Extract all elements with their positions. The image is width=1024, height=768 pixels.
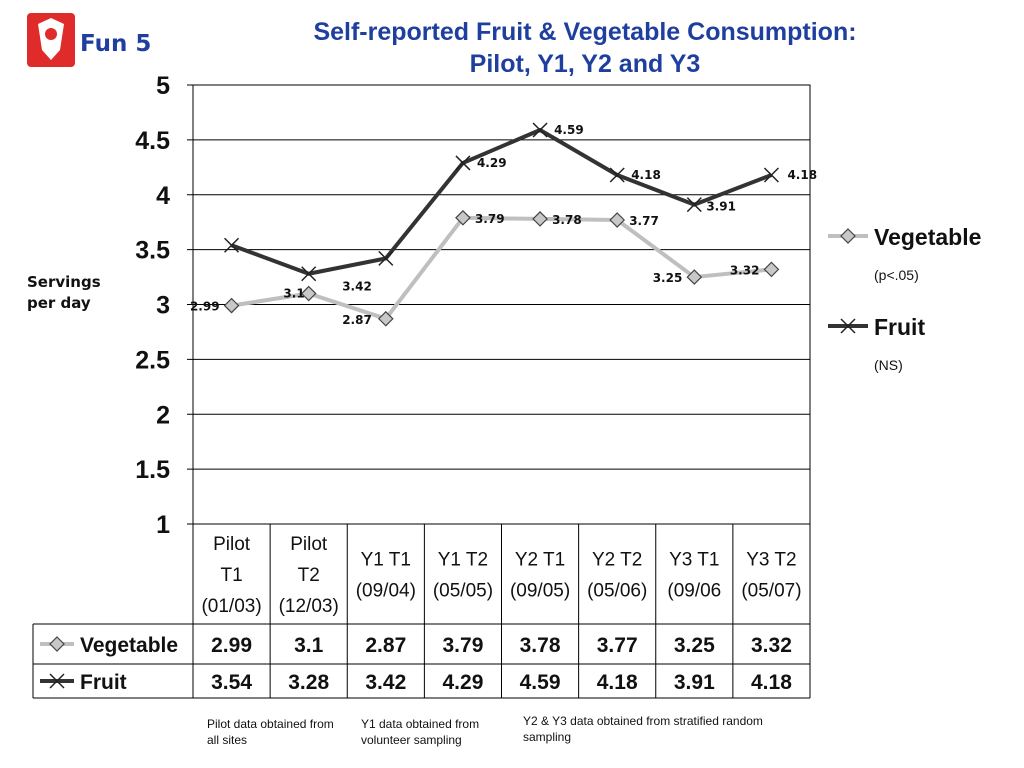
y-tick-label: 3.5 (135, 237, 170, 265)
vegetable-data-label: 3.77 (629, 214, 659, 228)
legend-significance-note: (NS) (874, 357, 903, 373)
logo-text: Fun 5 (80, 31, 151, 57)
legend-label: Vegetable (874, 224, 981, 250)
y-tick-label: 1 (156, 511, 170, 539)
legend-vegetable-marker (840, 228, 856, 244)
y-axis-label: Servings per day (27, 272, 101, 314)
chart-title-line-2: Pilot, Y1, Y2 and Y3 (469, 50, 701, 78)
vegetable-data-label: 3.78 (552, 213, 582, 227)
fruit-point (532, 122, 548, 138)
legend-fruit-marker (840, 318, 856, 334)
vegetable-data-label: 3.32 (730, 263, 760, 277)
y-tick-label: 4 (156, 182, 170, 210)
x-category-label: (09/05) (510, 581, 570, 602)
x-category-label: (05/06) (587, 581, 647, 602)
x-category-label: Y3 T1 (669, 550, 719, 571)
table-cell: 4.29 (443, 671, 484, 694)
x-category-label: Pilot (290, 534, 328, 555)
table-cell: 3.32 (751, 634, 792, 657)
x-category-label: T2 (298, 565, 320, 586)
table-fruit-marker (49, 673, 65, 689)
x-category-label: Y1 T2 (438, 550, 488, 571)
vegetable-point (686, 269, 703, 285)
fruit-point (455, 155, 471, 171)
x-category-label: Y2 T2 (592, 550, 642, 571)
vegetable-point (763, 261, 780, 278)
y-tick-label: 5 (156, 72, 170, 100)
table-cell: 3.42 (365, 671, 406, 694)
vegetable-data-label: 3.25 (653, 271, 683, 285)
table-vegetable-marker (49, 636, 65, 652)
x-category-label: (05/05) (433, 581, 493, 602)
table-cell: 4.18 (751, 671, 792, 694)
fruit-data-label: 4.59 (554, 123, 584, 137)
fruit-series-line (230, 127, 773, 276)
y-tick-label: 2 (156, 401, 170, 429)
vegetable-point (532, 211, 548, 227)
x-category-label: (05/07) (741, 581, 801, 602)
table-cell: 3.77 (597, 634, 638, 657)
y-axis-label-line-2: per day (27, 294, 91, 312)
footnote-y2-y3: Y2 & Y3 data obtained from stratified ra… (523, 714, 763, 744)
fruit-data-label: 3.91 (706, 200, 736, 214)
x-category-label: Y2 T1 (515, 550, 565, 571)
y-axis-label-line-1: Servings (27, 273, 101, 291)
vegetable-data-label: 2.87 (342, 313, 372, 327)
vegetable-point (300, 285, 317, 302)
table-cell: 4.59 (520, 671, 561, 694)
chart-title: Self-reported Fruit & Vegetable Consumpt… (250, 16, 920, 80)
x-category-label: (09/06 (667, 581, 721, 602)
table-cell: 3.1 (294, 634, 324, 657)
x-category-label: Pilot (213, 534, 251, 555)
table-cell: 2.99 (211, 634, 252, 657)
vegetable-point (377, 310, 394, 327)
vegetable-point (455, 209, 471, 226)
table-cell: 4.18 (597, 671, 638, 694)
vegetable-point (223, 297, 240, 314)
legend-significance-note: (p<.05) (874, 267, 919, 283)
x-category-label: (09/04) (356, 581, 416, 602)
chart-title-line-1: Self-reported Fruit & Vegetable Consumpt… (313, 18, 857, 46)
fruit-data-label: 3.42 (342, 279, 372, 293)
fruit-point (686, 197, 702, 213)
table-cell: 3.25 (674, 634, 715, 657)
footnote-y1: Y1 data obtained from volunteer sampling (361, 717, 480, 747)
vegetable-data-label: 2.99 (190, 300, 220, 314)
x-category-label: (01/03) (201, 596, 261, 617)
vegetable-point (609, 212, 626, 228)
y-tick-label: 1.5 (135, 456, 170, 484)
fruit-point (224, 237, 240, 253)
vegetable-data-label: 3.79 (475, 212, 505, 226)
fun5-logo: Fun 5 (27, 13, 151, 67)
vegetable-series-line (231, 215, 772, 321)
fruit-data-label: 4.18 (631, 168, 661, 182)
table-cell: 3.79 (443, 634, 484, 657)
y-tick-label: 4.5 (135, 127, 170, 155)
table-row-header: Fruit (80, 671, 127, 694)
x-category-label: Y3 T2 (746, 550, 796, 571)
table-cell: 3.28 (288, 671, 329, 694)
legend-label: Fruit (874, 314, 925, 340)
logo-emblem-dot (45, 28, 57, 40)
table-cell: 3.78 (520, 634, 561, 657)
footnote-pilot: Pilot data obtained from all sites (207, 717, 334, 747)
x-category-label: T1 (220, 565, 242, 586)
vegetable-data-label: 3.1 (283, 287, 304, 301)
y-tick-label: 3 (156, 292, 170, 320)
fruit-point (609, 167, 625, 183)
fruit-point (301, 266, 317, 282)
table-row-header: Vegetable (80, 634, 178, 657)
x-category-label: Y1 T1 (361, 550, 411, 571)
fruit-point (763, 167, 779, 183)
x-category-label: (12/03) (279, 596, 339, 617)
fruit-data-label: 4.18 (787, 168, 817, 182)
y-tick-label: 2.5 (135, 346, 170, 374)
table-cell: 2.87 (365, 634, 406, 657)
table-cell: 3.91 (674, 671, 715, 694)
fruit-data-label: 4.29 (477, 156, 507, 170)
fruit-point (378, 250, 394, 266)
table-cell: 3.54 (211, 671, 252, 694)
